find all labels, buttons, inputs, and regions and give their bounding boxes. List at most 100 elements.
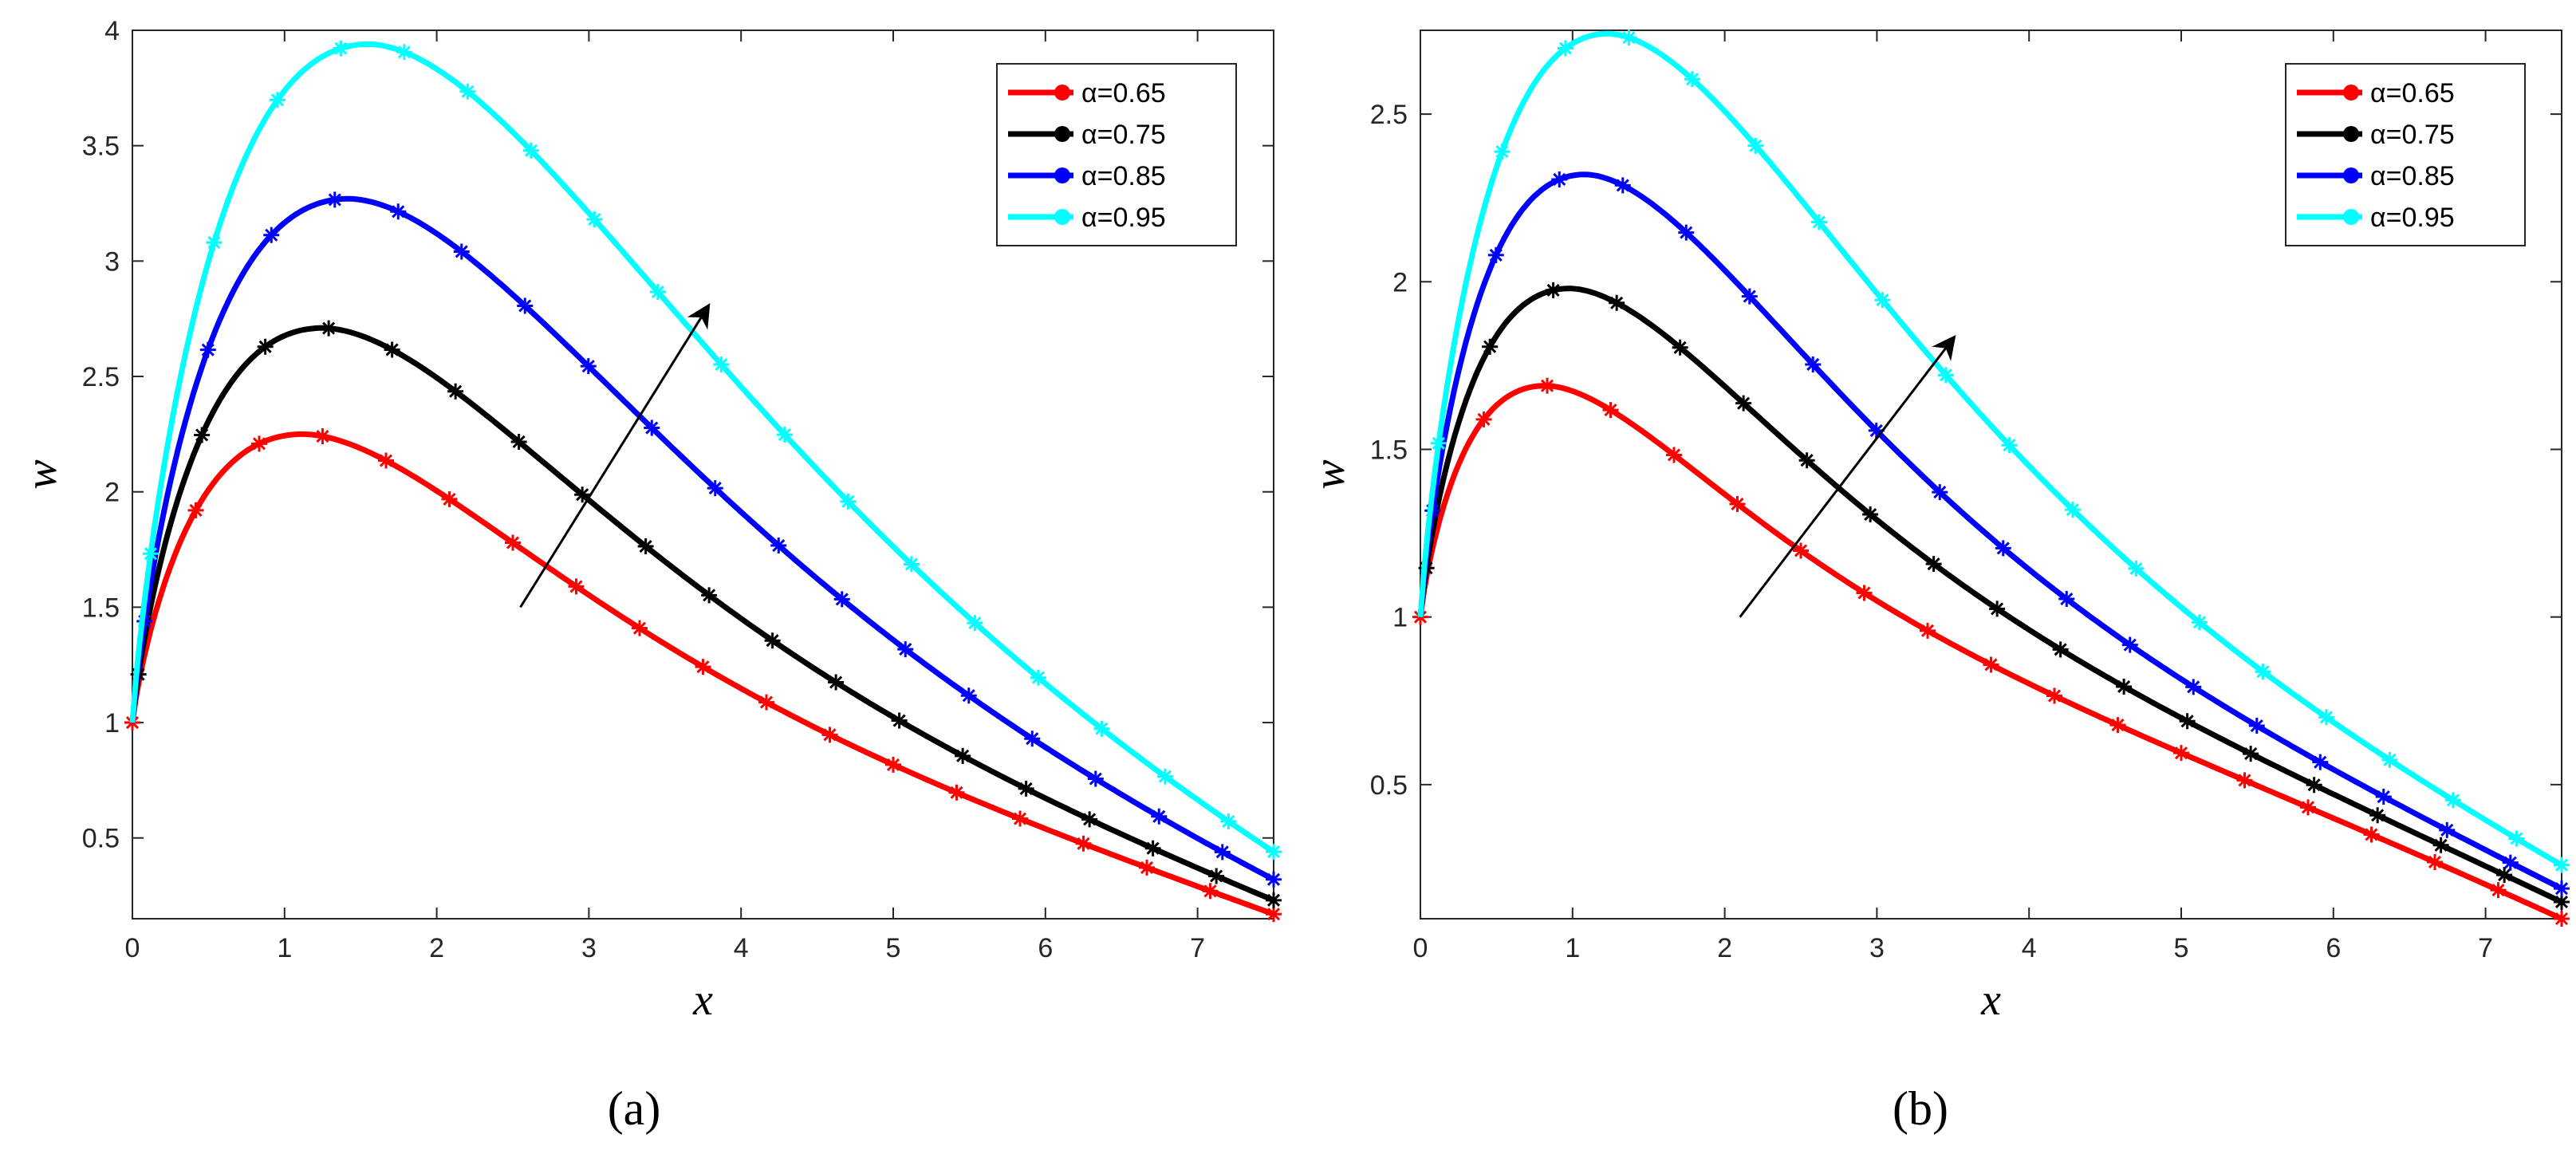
series-marker — [1266, 844, 1282, 861]
series-marker — [1018, 780, 1034, 797]
series-marker — [1266, 871, 1282, 888]
series-marker — [1798, 452, 1815, 469]
series-marker — [2243, 746, 2259, 762]
series-marker — [2444, 792, 2461, 809]
series-marker — [758, 694, 774, 711]
series-marker — [194, 427, 211, 443]
x-tick-label: 4 — [734, 933, 749, 963]
series-marker — [2318, 709, 2334, 726]
series-marker — [2508, 830, 2525, 847]
series-marker — [891, 712, 908, 729]
series-marker — [1729, 495, 1746, 512]
x-tick-label: 1 — [1565, 933, 1580, 963]
series-marker — [1874, 292, 1891, 309]
chart-panel-a: 0 1 2 3 4 5 6 70.511.522.533.54xwα=0.65α=0.75α=… — [17, 16, 1282, 1135]
legend-marker — [1054, 85, 1070, 100]
series-marker — [833, 591, 850, 608]
legend-marker — [2343, 126, 2359, 142]
series-marker — [770, 538, 787, 554]
series-marker — [649, 284, 666, 301]
series-marker — [1220, 813, 1237, 829]
series-marker — [187, 502, 204, 518]
series-line-4 — [1417, 30, 2563, 868]
y-tick-label: 0.5 — [1370, 770, 1408, 801]
legend-marker — [2343, 209, 2359, 225]
series-marker — [2109, 717, 2126, 734]
series-marker — [390, 203, 407, 220]
x-tick-label: 0 — [1413, 933, 1428, 963]
series-marker — [948, 784, 965, 801]
series-marker — [2300, 799, 2316, 816]
x-tick-label: 4 — [2022, 933, 2037, 963]
series-marker — [1494, 144, 1511, 160]
series-marker — [1144, 840, 1161, 857]
legend: α=0.65 α=0.75 α=0.85 α=0.95 — [996, 63, 1237, 246]
legend-label: α=0.95 — [2370, 203, 2455, 233]
series-marker — [1093, 720, 1110, 737]
legend-label: α=0.85 — [2370, 161, 2455, 191]
series-marker — [314, 428, 331, 445]
series-line-3 — [129, 195, 1275, 882]
series-marker — [257, 338, 274, 355]
y-tick-label: 0.5 — [82, 824, 120, 854]
series-marker — [1266, 892, 1282, 908]
series-marker — [897, 641, 914, 658]
series-marker — [1214, 844, 1231, 861]
legend: α=0.65 α=0.75 α=0.85 α=0.95 — [2285, 63, 2526, 246]
series-marker — [1602, 402, 1619, 419]
series-marker — [1609, 294, 1625, 311]
legend-label: α=0.95 — [1081, 203, 1166, 233]
series-marker — [2255, 664, 2271, 680]
series-marker — [1937, 367, 1954, 384]
series-marker — [2375, 789, 2392, 805]
legend-label: α=0.75 — [2370, 120, 2455, 150]
legend-marker — [2343, 167, 2359, 183]
series-marker — [505, 534, 521, 551]
series-marker — [1551, 171, 1568, 187]
series-marker — [2306, 777, 2322, 794]
series-marker — [764, 632, 781, 649]
series-marker — [1475, 411, 1492, 427]
series-marker — [2554, 857, 2570, 873]
series-marker — [2381, 751, 2398, 768]
y-tick-label: 2 — [104, 478, 120, 508]
legend-label: α=0.85 — [1081, 161, 1166, 191]
legend-marker — [1054, 209, 1070, 225]
trend-arrow — [519, 303, 711, 608]
series-marker — [1793, 542, 1809, 559]
panel-label: (a) — [608, 1082, 661, 1135]
series-marker — [1932, 484, 1948, 501]
x-tick-label: 5 — [886, 933, 901, 963]
series-marker — [453, 243, 470, 260]
series-marker — [1030, 669, 1046, 686]
series-marker — [1266, 906, 1282, 923]
series-marker — [2191, 614, 2208, 631]
y-tick-label: 1 — [1392, 603, 1408, 633]
series-marker — [903, 556, 920, 573]
x-tick-label: 2 — [1717, 933, 1732, 963]
series-marker — [1805, 356, 1822, 372]
series-marker — [695, 659, 711, 675]
series-marker — [1430, 435, 1447, 451]
series-marker — [1081, 811, 1098, 828]
series-marker — [707, 480, 723, 497]
y-tick-label: 2.5 — [1370, 100, 1408, 130]
series-marker — [510, 433, 527, 450]
series-marker — [1208, 868, 1225, 884]
series-marker — [522, 142, 539, 159]
y-tick-label: 1 — [104, 708, 120, 738]
series-marker — [384, 341, 400, 358]
series-marker — [1075, 835, 1092, 852]
series-marker — [263, 226, 280, 243]
series-marker — [206, 234, 223, 251]
y-tick-label: 1.5 — [82, 593, 120, 623]
y-tick-label: 1.5 — [1370, 435, 1408, 465]
series-marker — [1621, 30, 1637, 46]
series-marker — [1684, 71, 1700, 88]
x-tick-label: 1 — [277, 933, 292, 963]
series-marker — [701, 587, 718, 604]
series-line-3 — [1417, 171, 2563, 892]
y-tick-label: 3 — [104, 246, 120, 277]
x-axis-label: x — [692, 975, 713, 1025]
legend-marker — [1054, 126, 1070, 142]
